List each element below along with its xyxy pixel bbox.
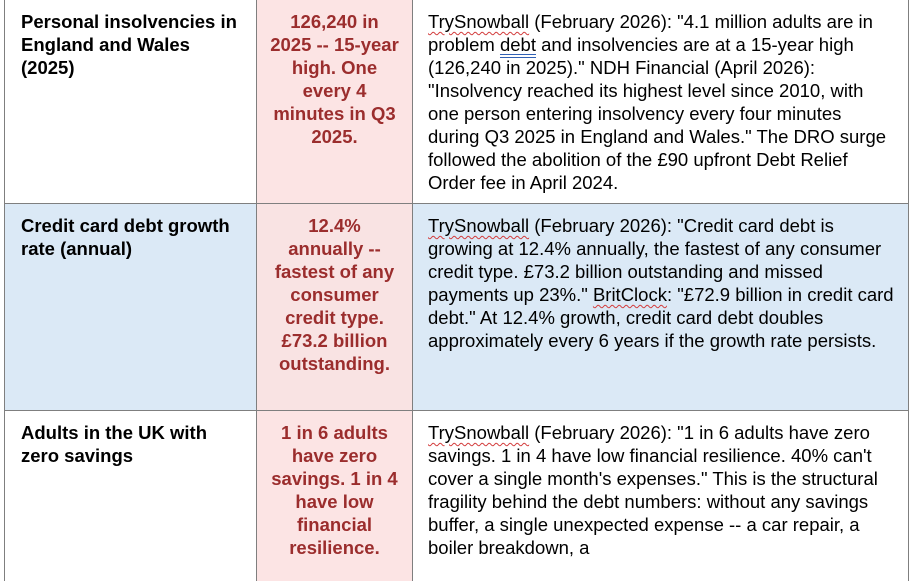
source-name: TrySnowball	[428, 215, 529, 236]
source-text: and insolvencies are at a 15-year high (…	[428, 34, 886, 193]
source-name: TrySnowball	[428, 422, 529, 443]
table-row: Personal insolvencies in England and Wal…	[5, 0, 909, 204]
source-name: TrySnowball	[428, 11, 529, 32]
table-row: Credit card debt growth rate (annual) 12…	[5, 204, 909, 411]
value-cell: 12.4% annually -- fastest of any consume…	[257, 204, 413, 411]
data-table: Personal insolvencies in England and Wal…	[4, 0, 909, 581]
source-cell: TrySnowball (February 2026): "1 in 6 adu…	[413, 411, 909, 581]
source-name: BritClock	[593, 284, 667, 305]
metric-cell: Credit card debt growth rate (annual)	[5, 204, 257, 411]
metric-cell: Personal insolvencies in England and Wal…	[5, 0, 257, 204]
grammar-flag-word: debt	[500, 34, 536, 55]
metric-cell: Adults in the UK with zero savings	[5, 411, 257, 581]
value-cell: 1 in 6 adults have zero savings. 1 in 4 …	[257, 411, 413, 581]
source-cell: TrySnowball (February 2026): "4.1 millio…	[413, 0, 909, 204]
source-cell: TrySnowball (February 2026): "Credit car…	[413, 204, 909, 411]
value-cell: 126,240 in 2025 -- 15-year high. One eve…	[257, 0, 413, 204]
table-row: Adults in the UK with zero savings 1 in …	[5, 411, 909, 581]
